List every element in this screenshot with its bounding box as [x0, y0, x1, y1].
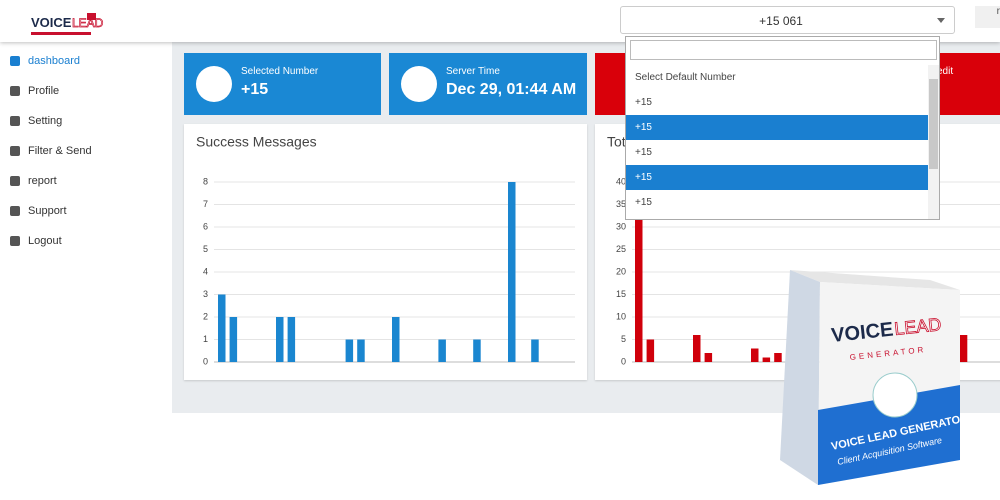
y-tick-label: 0 [203, 356, 208, 366]
card-label: Server Time [446, 66, 500, 77]
logo-icon [87, 13, 96, 20]
menu-label: dashboard [28, 55, 80, 67]
box-band [818, 385, 960, 485]
dropdown-list: Select Default Number +15 +15 +15 +15 +15 [625, 36, 940, 220]
sidebar: dashboard Profile Setting Filter & Send repo… [0, 42, 172, 500]
bar [276, 317, 284, 362]
box-graphic [872, 372, 918, 418]
menu-icon [10, 176, 20, 186]
bar [392, 317, 400, 362]
bar [751, 348, 759, 362]
card-icon [401, 66, 437, 102]
y-tick-label: 8 [203, 176, 208, 186]
menu-label: Profile [28, 85, 60, 97]
box-top [790, 270, 960, 290]
y-tick-label: 5 [203, 244, 208, 254]
y-tick-label: 3 [203, 289, 208, 299]
search-input[interactable] [630, 40, 937, 60]
card-icon [196, 66, 232, 102]
menu-item[interactable]: dashboard [10, 55, 80, 67]
dropdown-option[interactable]: +15 [626, 115, 928, 140]
box-side [780, 270, 820, 485]
y-tick-label: 5 [621, 334, 626, 344]
bar [218, 294, 226, 362]
menu-label: report [28, 175, 57, 187]
y-tick-label: 1 [203, 334, 208, 344]
scrollbar[interactable] [928, 65, 939, 219]
menu-icon [10, 146, 20, 156]
bar [229, 317, 238, 362]
y-tick-label: 15 [616, 289, 626, 299]
menu-icon [10, 236, 20, 246]
chart-title: Tot [607, 134, 626, 150]
number-select[interactable]: +15 061 [620, 6, 955, 34]
dropdown-option[interactable]: +15 [635, 197, 652, 208]
menu-label: Filter & Send [28, 145, 92, 157]
chart-title: Success Messages [196, 134, 317, 150]
y-tick-label: 25 [616, 244, 626, 254]
bar [357, 339, 365, 362]
dropdown-header: Select Default Number [635, 72, 736, 83]
bar [959, 335, 968, 362]
y-tick-label: 10 [616, 311, 626, 321]
logo-bar [31, 32, 91, 35]
menu-item[interactable]: Filter & Send [10, 145, 92, 157]
stat-card: Selected Number +15 [184, 53, 381, 115]
bar [531, 339, 539, 362]
y-tick-label: 0 [621, 356, 626, 366]
menu-icon [10, 116, 20, 126]
y-tick-label: 30 [616, 221, 626, 231]
menu-item[interactable]: Profile [10, 85, 59, 97]
card-label: Selected Number [241, 66, 319, 77]
menu-label: Support [28, 205, 67, 217]
bar [774, 353, 782, 362]
y-tick-label: 6 [203, 221, 208, 231]
y-tick-label: 2 [203, 311, 208, 321]
menu-item[interactable]: Setting [10, 115, 62, 127]
card-value: +15 [241, 81, 269, 98]
product-box: VOICE LEAD GENERATOR VOICE LEAD GENERATO… [780, 270, 969, 485]
bar [287, 317, 296, 362]
dropdown-option[interactable]: +15 [626, 165, 928, 190]
menu-icon [10, 206, 20, 216]
menu-label: Logout [28, 235, 62, 247]
menu-icon [10, 56, 20, 66]
chart-panel [184, 124, 587, 380]
stat-card: Server Time Dec 29, 01:44 AM [389, 53, 587, 115]
menu-item[interactable]: Logout [10, 235, 62, 247]
card-value: Dec 29, 01:44 AM [446, 81, 577, 98]
bar [473, 339, 481, 362]
menu-icon [10, 86, 20, 96]
y-tick-label: 20 [616, 266, 626, 276]
box-brand-accent: LEAD [893, 314, 942, 339]
card-label: edit [937, 66, 954, 77]
y-tick-label: 7 [203, 199, 208, 209]
bar [508, 182, 516, 362]
menu-label: Setting [28, 115, 63, 127]
top-bar: VOICE LEAD r [0, 0, 1000, 42]
menu-item[interactable]: report [10, 175, 57, 187]
menu-item[interactable]: Support [10, 205, 67, 217]
bar [438, 339, 446, 362]
y-tick-label: 40 [616, 176, 626, 186]
bar [345, 339, 354, 362]
bar [635, 182, 643, 362]
bar [704, 353, 713, 362]
logo: VOICE LEAD [31, 13, 104, 35]
y-tick-label: 4 [203, 266, 208, 276]
select-value: +15 061 [759, 14, 803, 28]
bar [693, 335, 701, 362]
bar [646, 339, 655, 362]
dropdown-option[interactable]: +15 [635, 97, 652, 108]
caret [937, 18, 945, 23]
bar [762, 357, 771, 362]
y-tick-label: 35 [616, 199, 626, 209]
dropdown-option[interactable]: +15 [635, 147, 652, 158]
logo-text: VOICE [31, 15, 72, 30]
user-menu[interactable]: r [975, 6, 1000, 28]
